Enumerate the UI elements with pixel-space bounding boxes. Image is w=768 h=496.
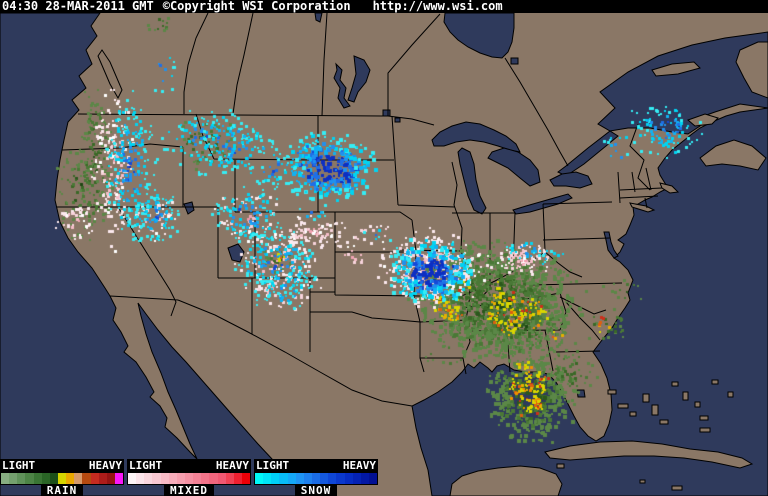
snow-heavy-label: HEAVY <box>342 459 376 472</box>
snow-color-scale <box>254 472 378 485</box>
legend-panel-rain: LIGHT HEAVY RAIN <box>0 459 124 496</box>
snow-label: SNOW <box>294 485 338 496</box>
rain-heavy-label: HEAVY <box>88 459 122 472</box>
rain-label-row: RAIN <box>0 485 124 496</box>
rain-label: RAIN <box>40 485 84 496</box>
snow-label-row: SNOW <box>254 485 378 496</box>
mixed-scale-header: LIGHT HEAVY <box>127 459 251 472</box>
url-label: http://www.wsi.com <box>372 0 503 13</box>
precip-legend: LIGHT HEAVY RAIN LIGHT HEAVY MIXED LIGHT… <box>0 459 378 496</box>
snow-light-label: LIGHT <box>256 459 290 472</box>
mixed-heavy-label: HEAVY <box>215 459 249 472</box>
rain-scale-header: LIGHT HEAVY <box>0 459 124 472</box>
snow-scale-header: LIGHT HEAVY <box>254 459 378 472</box>
mixed-label-row: MIXED <box>127 485 251 496</box>
legend-panel-snow: LIGHT HEAVY SNOW <box>254 459 378 496</box>
legend-panel-mixed: LIGHT HEAVY MIXED <box>127 459 251 496</box>
rain-color-scale <box>0 472 124 485</box>
mixed-color-scale <box>127 472 251 485</box>
copyright-label: ©Copyright WSI Corporation <box>162 0 351 13</box>
rain-light-label: LIGHT <box>2 459 36 472</box>
mixed-label: MIXED <box>163 485 215 496</box>
mixed-light-label: LIGHT <box>129 459 163 472</box>
timestamp-label: 04:30 28-MAR-2011 GMT <box>2 0 154 13</box>
title-bar: 04:30 28-MAR-2011 GMT ©Copyright WSI Cor… <box>0 0 768 13</box>
